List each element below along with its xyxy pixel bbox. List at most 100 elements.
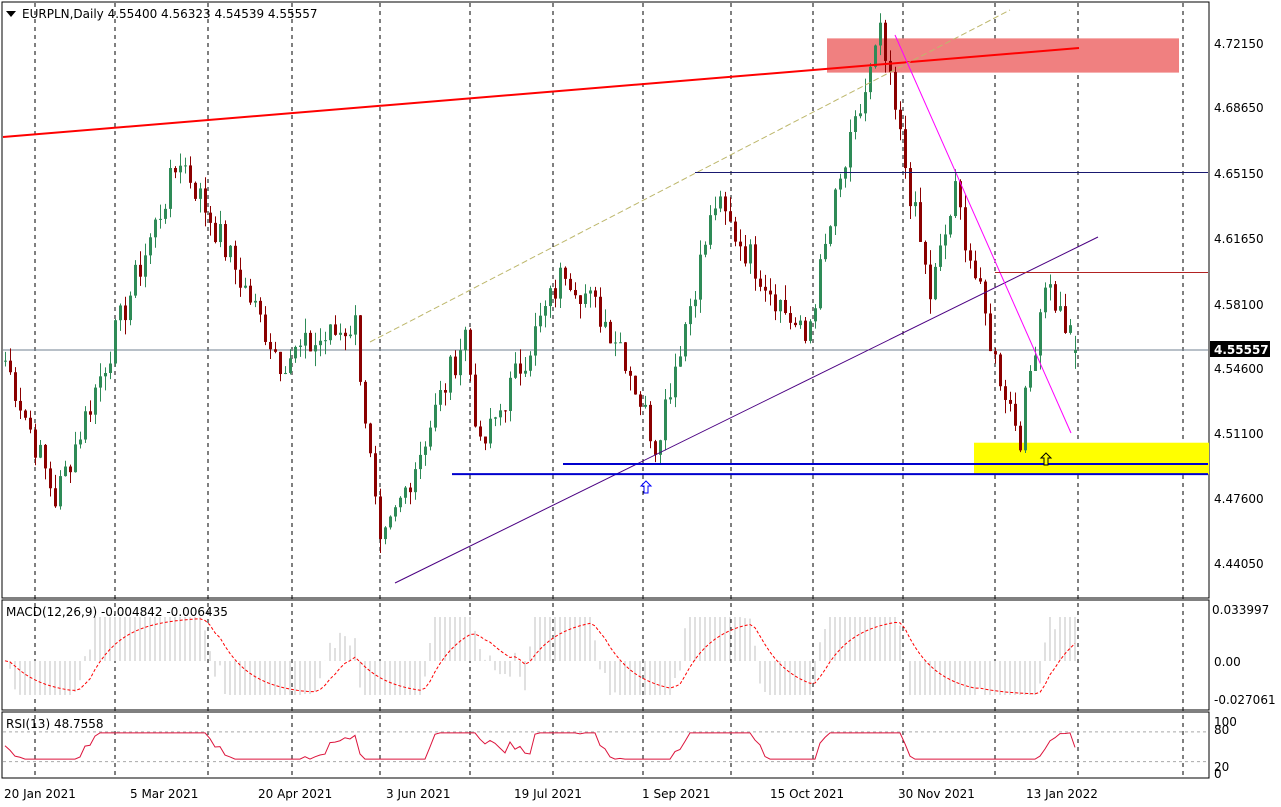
rsi-pane[interactable] <box>1 711 1210 779</box>
candle-body <box>639 394 642 407</box>
candle-body <box>429 427 432 447</box>
candle-body <box>214 222 217 243</box>
candle-body <box>54 488 57 507</box>
candle-body <box>704 244 707 255</box>
candle-body <box>139 264 142 277</box>
candle-body <box>239 269 242 288</box>
candle-body <box>914 202 917 207</box>
candle-body <box>309 332 312 352</box>
candle-body <box>269 341 272 350</box>
candle-body <box>24 410 27 418</box>
candle-body <box>134 264 137 296</box>
candle-body <box>984 281 987 314</box>
price-tick: 4.72150 <box>1214 37 1264 51</box>
candle-body <box>49 468 52 489</box>
candle-body <box>69 466 72 473</box>
candle-body <box>369 423 372 454</box>
falling-trendline <box>894 34 1072 434</box>
candle-body <box>404 487 407 498</box>
candle-body <box>564 267 567 279</box>
candle-body <box>964 207 967 251</box>
candle-body <box>1019 425 1022 451</box>
candle-body <box>359 315 362 382</box>
candle-body <box>234 245 237 270</box>
date-axis: 20 Jan 2021 5 Mar 2021 20 Apr 2021 3 Jun… <box>4 787 1098 801</box>
candle-body <box>394 507 397 517</box>
candle-body <box>94 387 97 415</box>
candle-body <box>64 466 67 477</box>
candle-body <box>664 399 667 441</box>
candle-body <box>129 295 132 321</box>
rsi-line <box>4 732 1076 760</box>
date-tick: 19 Jul 2021 <box>514 787 582 801</box>
candle-body <box>44 444 47 469</box>
candle-body <box>1049 284 1052 288</box>
candle-body <box>659 440 662 455</box>
candle-body <box>1064 306 1067 333</box>
candle-body <box>674 366 677 398</box>
candle-body <box>4 360 7 362</box>
candle-body <box>299 345 302 347</box>
date-tick: 20 Jan 2021 <box>4 787 76 801</box>
candle-body <box>749 244 752 264</box>
candle-body <box>534 326 537 356</box>
candle-body <box>89 411 92 415</box>
candle-body <box>39 444 42 458</box>
candle-body <box>199 188 202 199</box>
price-pane[interactable] <box>1 1 1210 599</box>
up-arrow-icon <box>639 480 653 494</box>
candle-body <box>424 446 427 455</box>
candle-body <box>679 356 682 367</box>
candle-body <box>754 244 757 279</box>
candle-body <box>74 444 77 473</box>
candle-body <box>474 374 477 427</box>
macd-pane[interactable] <box>1 599 1210 711</box>
candle-body <box>224 224 227 258</box>
candle-body <box>1024 387 1027 451</box>
candle-body <box>629 370 632 376</box>
candle-body <box>634 375 637 395</box>
candle-body <box>14 372 17 401</box>
macd-signal-line <box>4 618 1076 695</box>
candle-body <box>999 354 1002 387</box>
rsi-label: RSI(13) 48.7558 <box>6 717 104 731</box>
candle-body <box>244 285 247 288</box>
candle-body <box>619 342 622 344</box>
symbol-dropdown-icon[interactable] <box>6 11 16 17</box>
rsi-tick: 0 <box>1214 767 1222 781</box>
candle-body <box>774 294 777 312</box>
price-tick: 4.47600 <box>1214 492 1264 506</box>
candle-body <box>494 417 497 419</box>
candle-body <box>789 313 792 323</box>
candle-body <box>1044 287 1047 313</box>
candle-body <box>459 350 462 376</box>
candle-body <box>259 300 262 315</box>
candle-body <box>349 334 352 337</box>
candle-body <box>719 196 722 209</box>
candle-body <box>399 497 402 508</box>
date-tick: 5 Mar 2021 <box>130 787 198 801</box>
candle-body <box>944 234 947 246</box>
candle-body <box>419 454 422 470</box>
up-arrow-icon <box>1039 452 1053 466</box>
candle-body <box>204 188 207 213</box>
candle-body <box>264 314 267 342</box>
candle-body <box>804 320 807 341</box>
candle-body <box>669 397 672 400</box>
candle-body <box>599 296 602 327</box>
candle-body <box>609 321 612 344</box>
candle-body <box>764 286 767 291</box>
candle-body <box>1074 350 1077 353</box>
candle-body <box>694 299 697 307</box>
candle-body <box>324 340 327 342</box>
candle-body <box>1014 403 1017 426</box>
candle-body <box>739 241 742 247</box>
candle-body <box>179 165 182 173</box>
candle-body <box>314 345 317 352</box>
candle-body <box>414 469 417 493</box>
candle-body <box>544 306 547 316</box>
price-tick: 4.58100 <box>1214 298 1264 312</box>
candle-body <box>319 340 322 346</box>
candle-body <box>864 92 867 114</box>
